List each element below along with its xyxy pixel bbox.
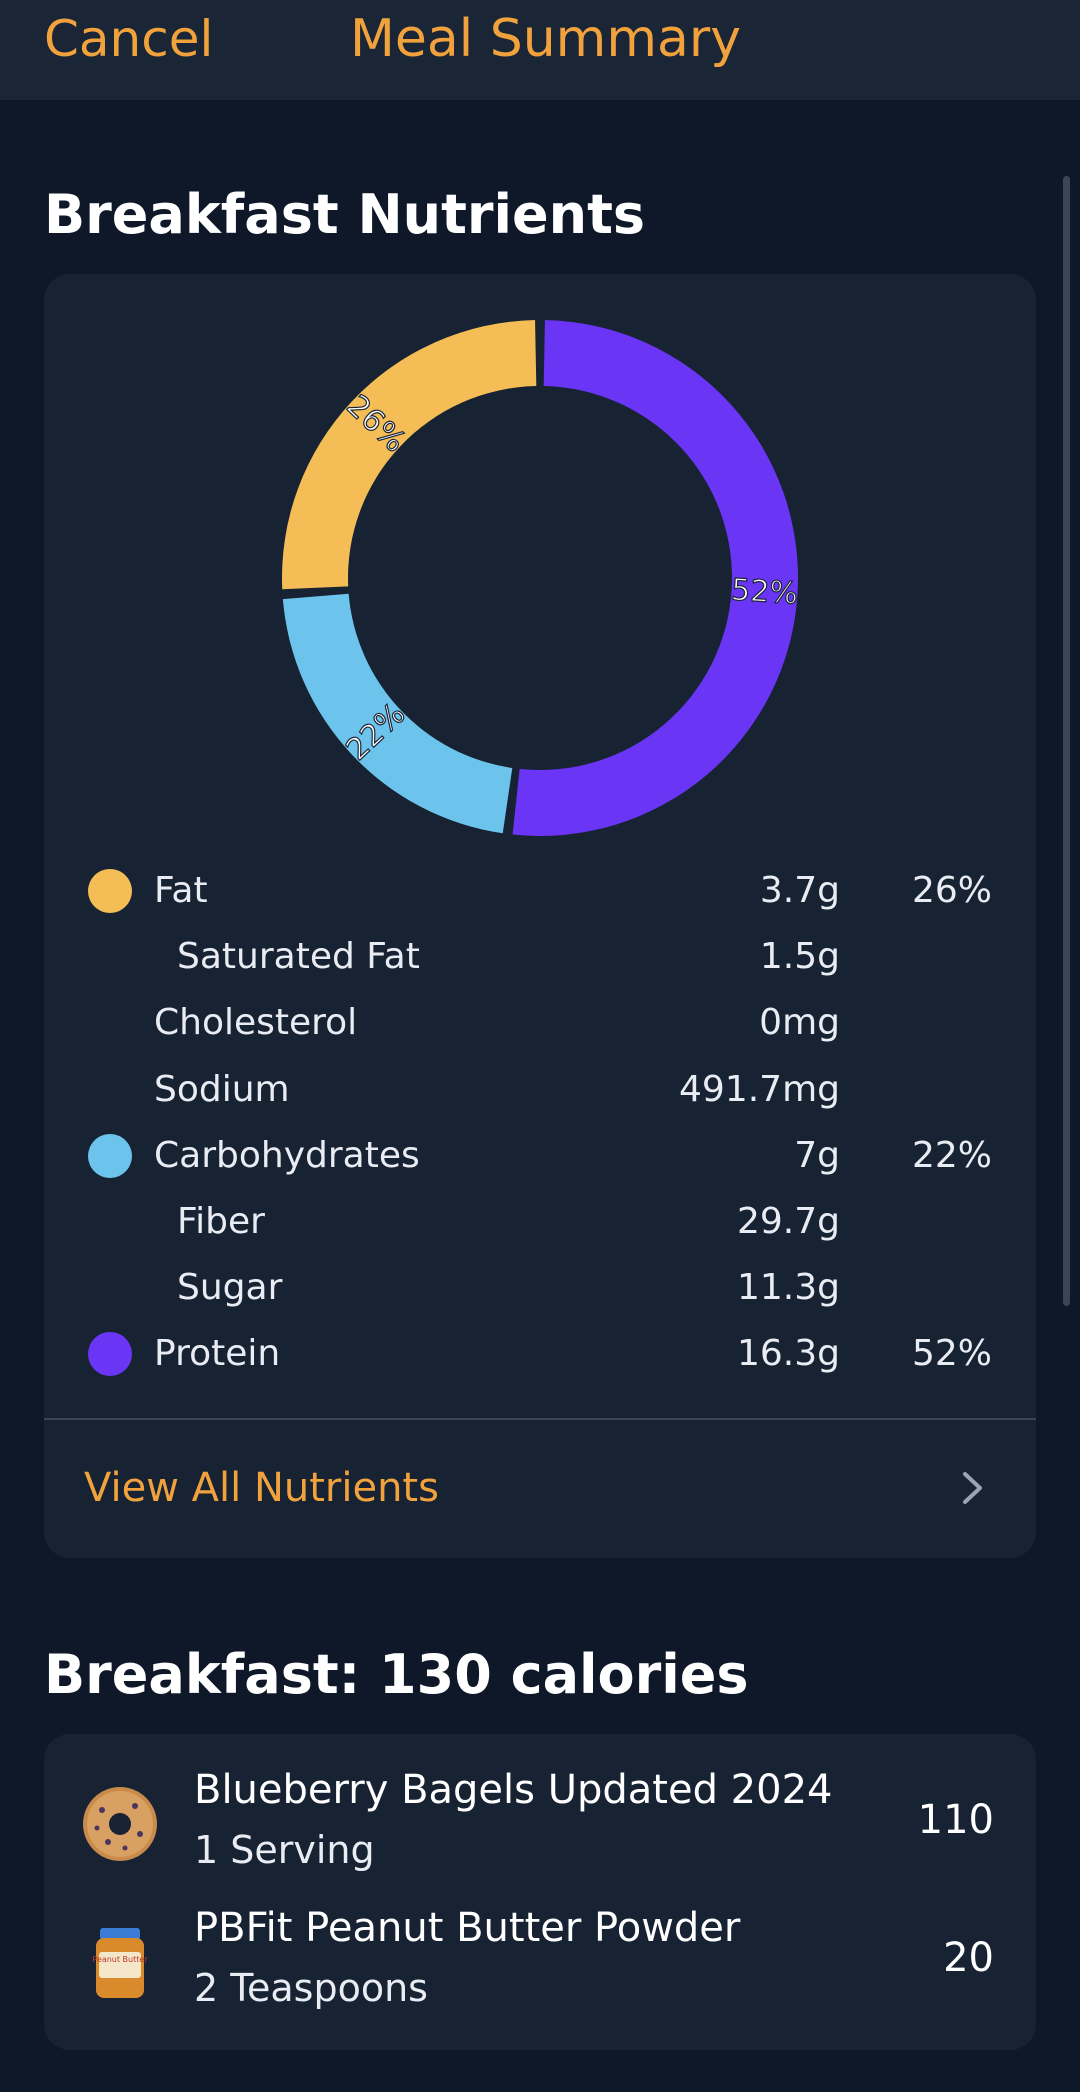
food-serving: 1 Serving <box>194 1828 375 1872</box>
nutrient-label: Sodium <box>154 1068 290 1110</box>
nutrient-amount: 0mg <box>759 1002 840 1044</box>
jar-label-text: Peanut Butter <box>92 1955 148 1964</box>
nutrient-percent: 26% <box>911 870 992 911</box>
nutrients-card: 52% 22% 26% Fat 3.7g 26% Saturated Fat 1.5g Cho… <box>44 274 1036 1558</box>
nutrient-label: Saturated Fat <box>177 936 420 978</box>
donut-chart: 52% 22% 26% <box>44 274 1036 854</box>
view-all-nutrients-label: View All Nutrients <box>84 1465 439 1511</box>
nutrient-percent: 22% <box>911 1134 992 1176</box>
nutrient-row: Fiber 29.7g <box>44 1189 1036 1255</box>
nav-bar: Cancel Meal Summary <box>0 0 1080 100</box>
donut-slice-label: 52% <box>730 573 799 612</box>
food-list-card: Blueberry Bagels Updated 2024 1 Serving … <box>44 1734 1036 2050</box>
nutrient-label: Sugar <box>177 1267 283 1309</box>
donut-slice-carbohydrates <box>282 593 513 834</box>
donut-slice-fat <box>282 320 537 590</box>
nutrient-label: Protein <box>154 1333 281 1375</box>
meal-section-title: Breakfast: 130 calories <box>44 1643 749 1706</box>
food-serving: 2 Teaspoons <box>194 1966 428 2010</box>
food-item[interactable]: Peanut Butter PBFit Peanut Butter Powder… <box>44 1894 1036 2032</box>
cancel-button[interactable]: Cancel <box>44 10 214 68</box>
page-title: Meal Summary <box>350 9 741 69</box>
nutrient-amount: 7g <box>794 1134 840 1176</box>
nutrient-color-dot <box>88 1133 132 1178</box>
nutrient-color-dot <box>88 1332 132 1377</box>
bagel-icon <box>83 1787 157 1861</box>
peanut-butter-jar-icon: Peanut Butter <box>92 1928 148 1998</box>
divider <box>44 1418 1036 1420</box>
nutrient-amount: 3.7g <box>759 870 840 911</box>
nutrient-color-dot <box>88 869 132 913</box>
food-name: PBFit Peanut Butter Powder <box>194 1905 741 1951</box>
nutrient-row: Saturated Fat 1.5g <box>44 924 1036 990</box>
nutrient-row: Sugar 11.3g <box>44 1255 1036 1321</box>
nutrient-amount: 16.3g <box>736 1333 840 1375</box>
food-calories: 110 <box>917 1797 994 1843</box>
donut-chart-svg: 52%22%26% <box>282 320 800 836</box>
nutrients-section-title: Breakfast Nutrients <box>44 183 646 246</box>
nutrient-amount: 29.7g <box>736 1201 840 1242</box>
nutrient-label: Fat <box>154 870 208 911</box>
nutrient-amount: 1.5g <box>759 936 840 978</box>
view-all-nutrients-button[interactable]: View All Nutrients <box>44 1420 1036 1556</box>
food-item[interactable]: Blueberry Bagels Updated 2024 1 Serving … <box>44 1756 1036 1894</box>
nutrient-row: Sodium 491.7mg <box>44 1057 1036 1123</box>
scrollbar[interactable] <box>1063 176 1070 1306</box>
nutrient-row: Carbohydrates 7g 22% <box>44 1123 1036 1189</box>
nutrient-label: Fiber <box>177 1201 265 1242</box>
nutrient-amount: 11.3g <box>736 1267 840 1309</box>
nutrient-percent: 52% <box>911 1333 992 1375</box>
nutrient-amount: 491.7mg <box>679 1068 840 1110</box>
food-calories: 20 <box>943 1935 994 1981</box>
nutrient-row: Cholesterol 0mg <box>44 990 1036 1056</box>
donut-slice-protein <box>512 320 798 836</box>
nutrient-label: Carbohydrates <box>154 1134 420 1176</box>
chevron-right-icon <box>963 1472 982 1504</box>
nutrient-row: Fat 3.7g 26% <box>44 858 1036 924</box>
nutrient-row: Protein 16.3g 52% <box>44 1321 1036 1387</box>
nutrient-label: Cholesterol <box>154 1002 358 1044</box>
food-name: Blueberry Bagels Updated 2024 <box>194 1767 833 1813</box>
